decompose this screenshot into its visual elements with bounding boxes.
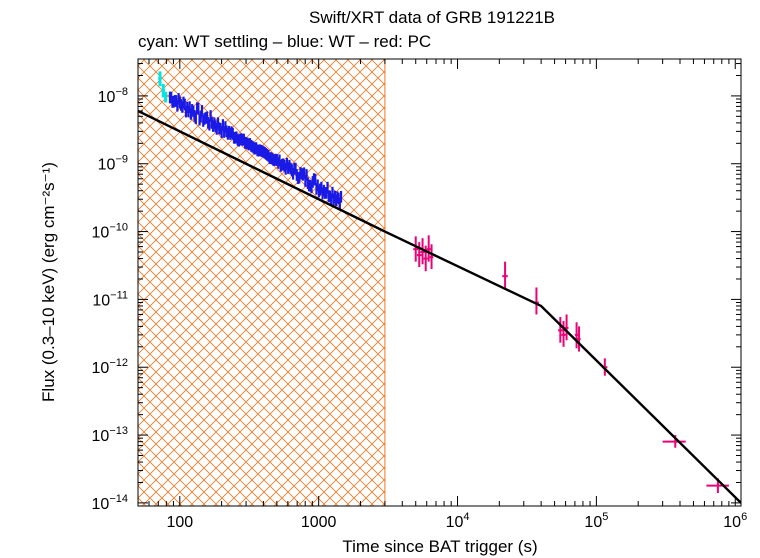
data-point-wt-32 [208,118,211,131]
y-tick-labels: 10−8 10−9 10−10 10−11 10−12 10−13 10−14 [92,86,128,513]
data-point-wt-settling-1 [161,83,165,98]
data-point-wt-102 [294,162,297,175]
error-bar-layer [158,71,729,493]
data-point-wt-settling-2 [164,91,168,103]
data-point-wt-43 [221,119,225,131]
data-point-wt-131 [330,193,333,205]
data-point-wt-settling-0 [158,71,162,86]
data-point-pc-9 [561,321,566,347]
data-point-pc-11 [574,322,579,349]
data-point-wt-111 [305,169,308,181]
data-point-pc-6 [502,261,508,290]
y-tick-label-5: 10−13 [92,425,128,445]
data-point-wt-132 [331,186,334,199]
data-point-wt-16 [188,101,191,114]
data-point-pc-1 [416,242,422,268]
y-axis-label: Flux (0.3–10 keV) (erg cm⁻²s⁻¹) [39,162,58,402]
chart-subtitle: cyan: WT settling – blue: WT – red: PC [138,32,431,51]
model-line [138,109,741,504]
y-tick-label-1: 10−9 [98,154,128,174]
data-point-wt-128 [326,181,329,194]
data-point-wt-33 [209,110,212,122]
chart-title: Swift/XRT data of GRB 191221B [309,8,555,27]
data-point-pc-5 [429,244,434,270]
y-tick-label-3: 10−11 [92,289,128,309]
tick-layer [137,59,741,507]
data-point-wt-110 [304,175,307,187]
data-point-wt-42 [220,126,223,138]
x-axis-label: Time since BAT trigger (s) [342,537,537,556]
model-layer [138,109,741,504]
plot-frame [137,58,742,507]
shaded-region-layer [138,59,386,506]
x-tick-label-2: 104 [446,511,470,531]
data-point-wt-139 [339,190,343,203]
data-point-wt-12 [183,98,186,111]
data-point-wt-109 [303,167,306,180]
data-point-wt-26 [200,105,204,117]
y-tick-label-0: 10−8 [98,86,128,106]
data-point-wt-6 [176,99,179,112]
data-point-pc-0 [413,236,419,262]
y-tick-label-6: 10−14 [92,493,128,513]
x-tick-label-1: 1000 [301,514,337,531]
data-point-pc-12 [577,326,581,352]
x-tick-labels: 100 1000 104 105 106 [166,511,747,531]
y-tick-label-2: 10−10 [92,222,128,242]
data-point-wt-118 [314,173,317,186]
x-tick-label-0: 100 [166,514,193,531]
data-point-wt-120 [316,179,319,192]
hatched-region [138,59,386,506]
data-point-pc-2 [420,238,425,265]
x-tick-label-4: 106 [723,511,747,531]
data-point-pc-4 [426,235,431,262]
x-tick-label-3: 105 [584,511,608,531]
data-point-wt-21 [194,112,197,125]
data-point-wt-123 [320,181,323,194]
data-point-pc-10 [564,314,569,341]
y-tick-label-4: 10−12 [92,357,128,377]
data-point-wt-138 [338,197,341,210]
data-point-wt-23 [197,102,200,115]
data-point-pc-7 [533,287,539,315]
data-point-pc-8 [558,317,563,343]
